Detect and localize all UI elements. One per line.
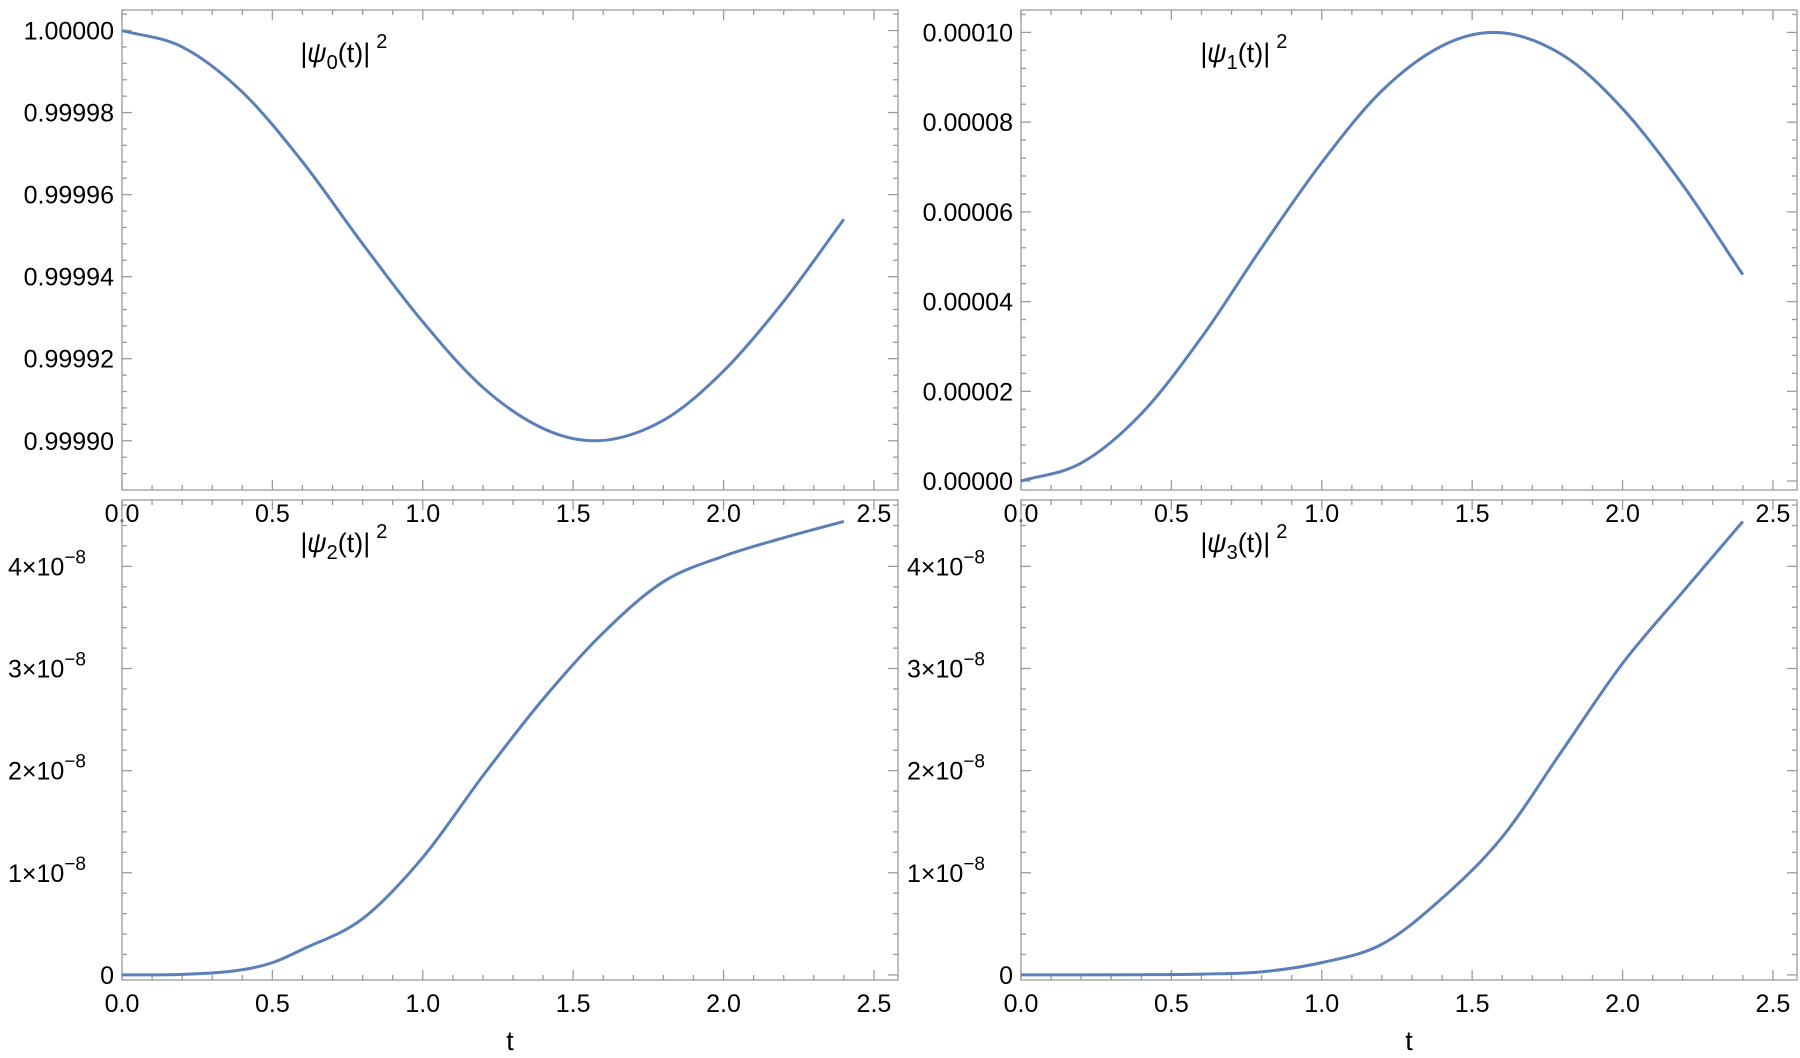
x-tick-label: 2.5 (857, 990, 892, 1018)
y-tick-label: 0.00004 (923, 289, 1013, 317)
panel-label: |ψ2(t)| 2 (300, 521, 387, 564)
x-tick-label: 0.0 (105, 990, 140, 1018)
plot-frame (121, 499, 899, 981)
x-tick-label: 0.0 (1004, 990, 1039, 1018)
y-tick-label: 3×10−8 (907, 650, 985, 684)
x-tick-label: 0.5 (1154, 990, 1189, 1018)
y-tick-label: 0.99992 (24, 346, 114, 374)
series-line (121, 29, 846, 443)
y-tick-label: 3×10−8 (8, 650, 86, 684)
series-line (1020, 30, 1745, 483)
y-tick-label: 1.00000 (24, 18, 114, 46)
panel-label: |ψ0(t)| 2 (300, 31, 387, 74)
x-tick-label: 1.5 (556, 990, 591, 1018)
y-tick-label: 0.99996 (24, 182, 114, 210)
y-tick-label: 4×10−8 (8, 547, 86, 581)
y-tick-label: 0.00002 (923, 378, 1013, 406)
x-axis-label: t (1405, 1026, 1413, 1056)
y-tick-label: 0.00010 (923, 19, 1013, 47)
chart-panel-psi2: 0.0 0.5 1.0 1.5 2.0 2.5 0 1×10−8 2×10−8 3×10−8 4×1… (8, 499, 899, 1056)
x-tick-label: 2.0 (1605, 990, 1640, 1018)
x-axis-label: t (506, 1026, 514, 1056)
panel-label: |ψ3(t)| 2 (1200, 521, 1287, 564)
y-tick-label: 2×10−8 (8, 752, 86, 786)
x-tick-label: 1.0 (405, 990, 440, 1018)
series-line (121, 520, 845, 977)
y-tick-label: 0.99998 (24, 100, 114, 128)
chart-panel-psi3: 0.0 0.5 1.0 1.5 2.0 2.5 0 1×10−8 2×10−8 3×10−8 4×1… (907, 499, 1798, 1056)
plot-frame (121, 9, 899, 491)
x-tick-label: 2.0 (706, 990, 741, 1018)
y-tick-label: 0.99990 (24, 428, 114, 456)
y-tick-label: 0.00008 (923, 109, 1013, 137)
series-line (1021, 520, 1745, 977)
y-tick-label: 0 (999, 962, 1013, 990)
x-tick-label: 1.5 (1455, 990, 1490, 1018)
panel-label: |ψ1(t)| 2 (1200, 31, 1287, 74)
chart-panel-psi0: 0.0 0.5 1.0 1.5 2.0 2.51.000000.999980.999960… (24, 9, 899, 528)
y-tick-label: 1×10−8 (907, 854, 985, 888)
y-tick-label: 2×10−8 (907, 752, 985, 786)
y-tick-label: 0.99994 (24, 264, 114, 292)
plot-frame (1020, 9, 1798, 491)
x-tick-label: 1.0 (1304, 990, 1339, 1018)
x-tick-label: 2.5 (1756, 990, 1791, 1018)
y-tick-label: 4×10−8 (907, 547, 985, 581)
y-tick-label: 0.00000 (923, 468, 1013, 496)
y-tick-label: 1×10−8 (8, 854, 86, 888)
y-tick-label: 0 (100, 962, 114, 990)
plot-frame (1020, 499, 1798, 981)
x-tick-label: 0.5 (255, 990, 290, 1018)
chart-panel-psi1: 0.0 0.5 1.0 1.5 2.0 2.50.000000.000020.000040… (923, 9, 1798, 528)
y-tick-label: 0.00006 (923, 199, 1013, 227)
